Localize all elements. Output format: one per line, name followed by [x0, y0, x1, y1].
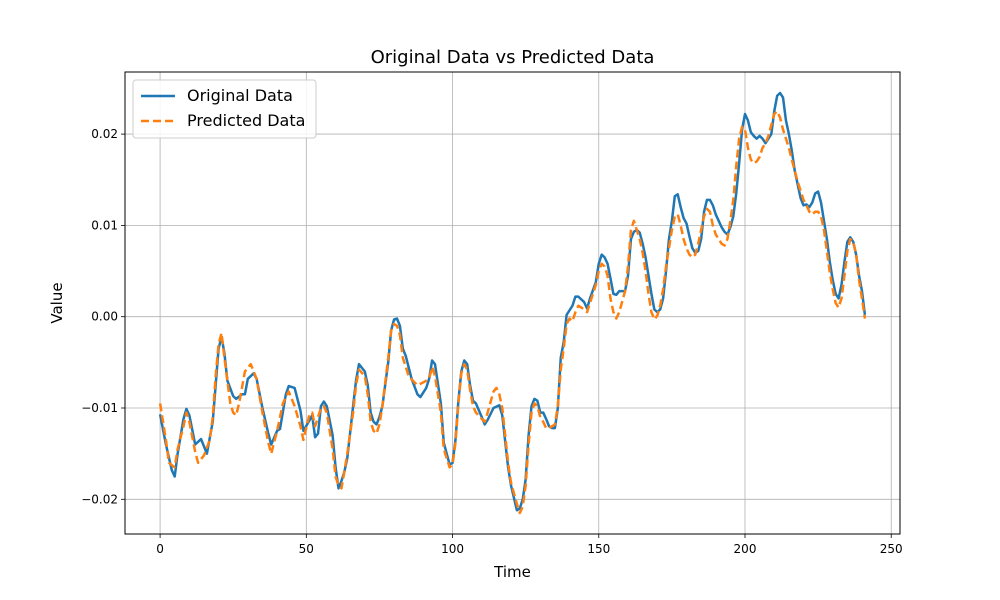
- legend-label-predicted: Predicted Data: [187, 111, 305, 130]
- x-tick-label: 0: [156, 542, 164, 556]
- legend: Original Data Predicted Data: [132, 79, 317, 139]
- plot-area-frame: [124, 71, 901, 535]
- axis-ticks: 0 50 100 150 200 250 −0.02 −0.01 0.00 0.01 0.02: [81, 127, 902, 556]
- series-line-predicted: [158, 110, 867, 515]
- x-tick-label: 100: [441, 542, 464, 556]
- legend-label-original: Original Data: [187, 86, 293, 105]
- y-tick-label: 0.02: [91, 127, 118, 141]
- x-tick-label: 150: [587, 542, 610, 556]
- y-tick-label: −0.02: [81, 492, 118, 506]
- x-tick-label: 250: [880, 542, 903, 556]
- x-tick-label: 200: [734, 542, 757, 556]
- series-lines: [158, 91, 867, 515]
- legend-box: [132, 79, 317, 139]
- series-line-original: [158, 91, 867, 512]
- y-axis-label: Value: [48, 282, 66, 323]
- y-tick-label: 0.01: [91, 218, 118, 232]
- chart-title: Original Data vs Predicted Data: [371, 47, 655, 68]
- x-tick-label: 50: [299, 542, 314, 556]
- y-tick-label: 0.00: [91, 310, 118, 324]
- y-tick-label: −0.01: [81, 401, 118, 415]
- x-axis-label: Time: [493, 563, 531, 581]
